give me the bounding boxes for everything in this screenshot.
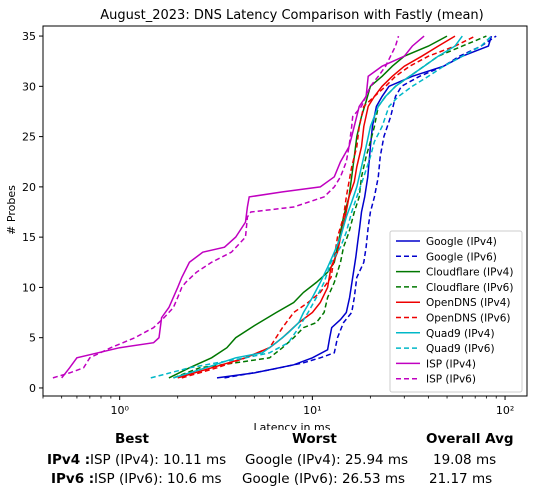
y-tick-label: 20 [22,181,36,194]
summary-table: Best Worst Overall Avg IPv4 : ISP (IPv4)… [0,430,548,492]
legend-label: OpenDNS (IPv4) [426,297,511,309]
y-axis-label: # Probes [5,185,18,235]
avg-header: Overall Avg [426,431,514,447]
series-line-5 [181,35,476,379]
y-tick-label: 25 [22,131,36,144]
x-tick-label: 10¹ [303,404,321,417]
best-header: Best [115,431,149,447]
legend-label: Quad9 (IPv6) [426,343,495,355]
plot-frame [42,25,528,397]
y-tick-label: 10 [22,281,36,294]
series-line-7 [150,35,492,379]
legend-label: ISP (IPv4) [426,358,476,370]
x-tick-label: 10² [496,404,514,417]
legend-label: Google (IPv6) [426,251,497,263]
latency-chart: August_2023: DNS Latency Comparison with… [5,8,528,430]
ipv6-best: ISP (IPv6): 10.6 ms [94,471,222,487]
axes: 0 5 10 15 20 25 30 35 10⁰ 10¹ 10² [22,25,528,417]
ipv4-row-label: IPv4 : [47,452,91,468]
ipv6-row-label: IPv6 : [51,471,95,487]
worst-header: Worst [292,431,337,447]
y-tick-label: 35 [22,30,36,43]
ipv6-worst: Google (IPv6): 26.53 ms [242,471,406,487]
legend-label: Cloudflare (IPv6) [426,282,513,294]
series-line-1 [224,35,497,379]
legend-label: Quad9 (IPv4) [426,328,495,340]
series-line-2 [168,35,448,379]
legend-label: Google (IPv4) [426,236,497,248]
x-tick-label: 10⁰ [110,404,129,417]
series-line-9 [52,35,400,379]
y-tick-label: 15 [22,231,36,244]
legend-label: OpenDNS (IPv6) [426,313,511,325]
legend: Google (IPv4) Google (IPv6) Cloudflare (IP… [389,230,523,393]
ipv4-worst: Google (IPv4): 25.94 ms [245,452,409,468]
y-tick-label: 30 [22,80,36,93]
chart-title: August_2023: DNS Latency Comparison with… [100,8,483,23]
series-line-8 [61,35,425,379]
legend-box [389,230,523,393]
x-axis-label: Latency in ms [254,421,331,430]
ipv6-avg: 21.17 ms [429,471,493,487]
ipv4-avg: 19.08 ms [433,452,497,468]
y-tick-label: 5 [29,332,36,345]
legend-label: ISP (IPv6) [426,374,476,386]
y-tick-label: 0 [29,382,36,395]
series-line-6 [173,35,463,379]
legend-label: Cloudflare (IPv4) [426,267,513,279]
ipv4-best: ISP (IPv4): 10.11 ms [90,452,227,468]
plot-area [52,35,497,379]
